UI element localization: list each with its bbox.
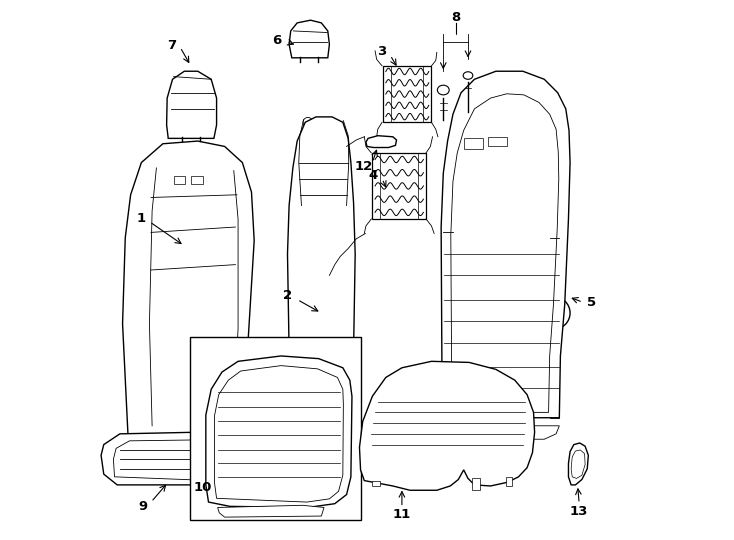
Polygon shape bbox=[167, 71, 217, 138]
Polygon shape bbox=[506, 477, 512, 486]
Text: 1: 1 bbox=[137, 212, 146, 226]
Text: 9: 9 bbox=[139, 500, 148, 513]
Polygon shape bbox=[568, 443, 589, 485]
Text: 5: 5 bbox=[587, 296, 596, 309]
Text: 8: 8 bbox=[451, 11, 460, 24]
Polygon shape bbox=[441, 71, 570, 418]
Polygon shape bbox=[101, 431, 284, 485]
Text: 3: 3 bbox=[377, 45, 386, 58]
Polygon shape bbox=[288, 117, 355, 443]
Polygon shape bbox=[206, 356, 352, 508]
Polygon shape bbox=[383, 66, 432, 122]
Polygon shape bbox=[218, 505, 324, 517]
Polygon shape bbox=[451, 94, 559, 413]
Text: 7: 7 bbox=[167, 39, 177, 52]
Polygon shape bbox=[571, 450, 585, 478]
Polygon shape bbox=[372, 153, 426, 219]
Text: 13: 13 bbox=[570, 505, 589, 518]
Text: 12: 12 bbox=[354, 160, 372, 173]
Text: 2: 2 bbox=[283, 289, 292, 302]
Text: 10: 10 bbox=[194, 481, 212, 494]
Polygon shape bbox=[472, 478, 480, 490]
Polygon shape bbox=[123, 141, 254, 434]
Polygon shape bbox=[189, 337, 360, 520]
Text: 11: 11 bbox=[393, 508, 411, 521]
Polygon shape bbox=[360, 361, 534, 490]
Polygon shape bbox=[454, 126, 553, 410]
Text: 6: 6 bbox=[272, 33, 281, 46]
Polygon shape bbox=[372, 481, 380, 486]
Text: 4: 4 bbox=[368, 170, 378, 183]
Polygon shape bbox=[289, 20, 330, 58]
Polygon shape bbox=[366, 136, 396, 147]
